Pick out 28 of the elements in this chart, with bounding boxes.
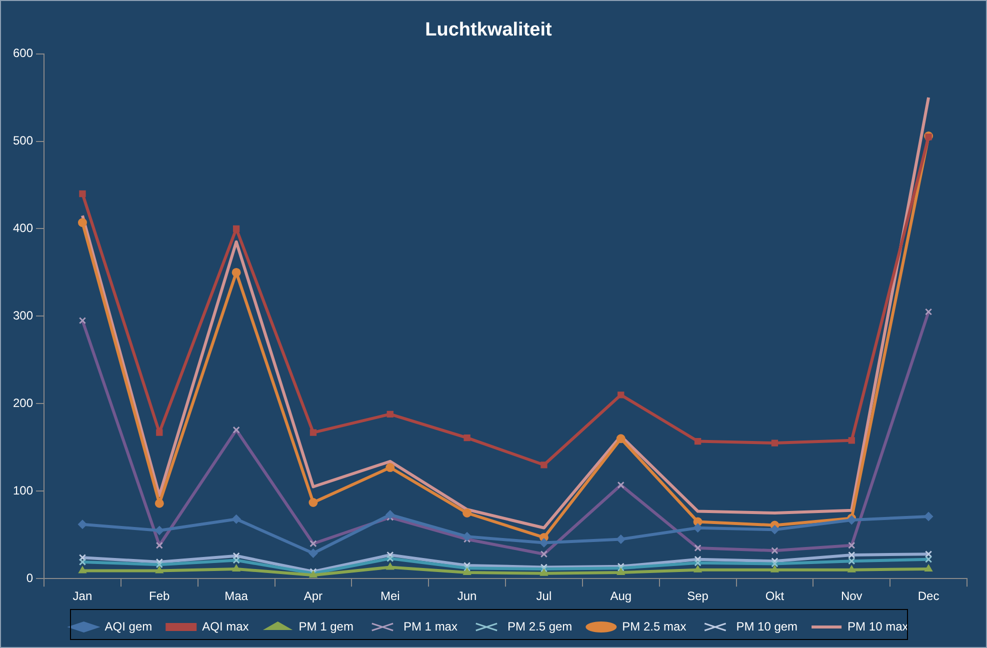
legend-label: PM 10 gem: [736, 619, 798, 634]
y-tick-label: 500: [12, 134, 34, 148]
legend-label: AQI max: [202, 619, 249, 634]
x-tick-label: Okt: [765, 589, 785, 604]
x-tick-label: Feb: [149, 589, 170, 604]
x-tick-label: Mei: [380, 589, 400, 604]
legend-label: PM 1 gem: [298, 619, 354, 634]
y-tick-label: 200: [12, 396, 34, 410]
x-tick-label: Apr: [304, 589, 323, 604]
x-tick-label: Jul: [536, 589, 552, 604]
y-tick-label: 0: [26, 570, 34, 585]
legend-label: PM 2.5 max: [622, 619, 686, 634]
x-tick-label: Maa: [224, 589, 248, 604]
legend-label: PM 1 max: [403, 619, 458, 634]
x-tick-label: Jun: [457, 589, 477, 604]
y-tick-label: 600: [12, 46, 34, 60]
x-tick-label: Aug: [610, 589, 632, 604]
y-tick-label: 300: [12, 308, 34, 323]
y-tick-label: 400: [12, 221, 34, 236]
legend-label: PM 10 max: [848, 619, 908, 634]
chart-title: Luchtkwaliteit: [425, 20, 553, 41]
y-tick-label: 100: [12, 483, 34, 498]
x-tick-label: Sep: [687, 589, 709, 604]
x-tick-label: Dec: [918, 589, 940, 604]
x-tick-label: Jan: [72, 589, 92, 604]
legend-label: AQI gem: [104, 619, 152, 634]
x-tick-label: Nov: [840, 589, 862, 604]
legend-label: PM 2.5 gem: [507, 619, 572, 634]
